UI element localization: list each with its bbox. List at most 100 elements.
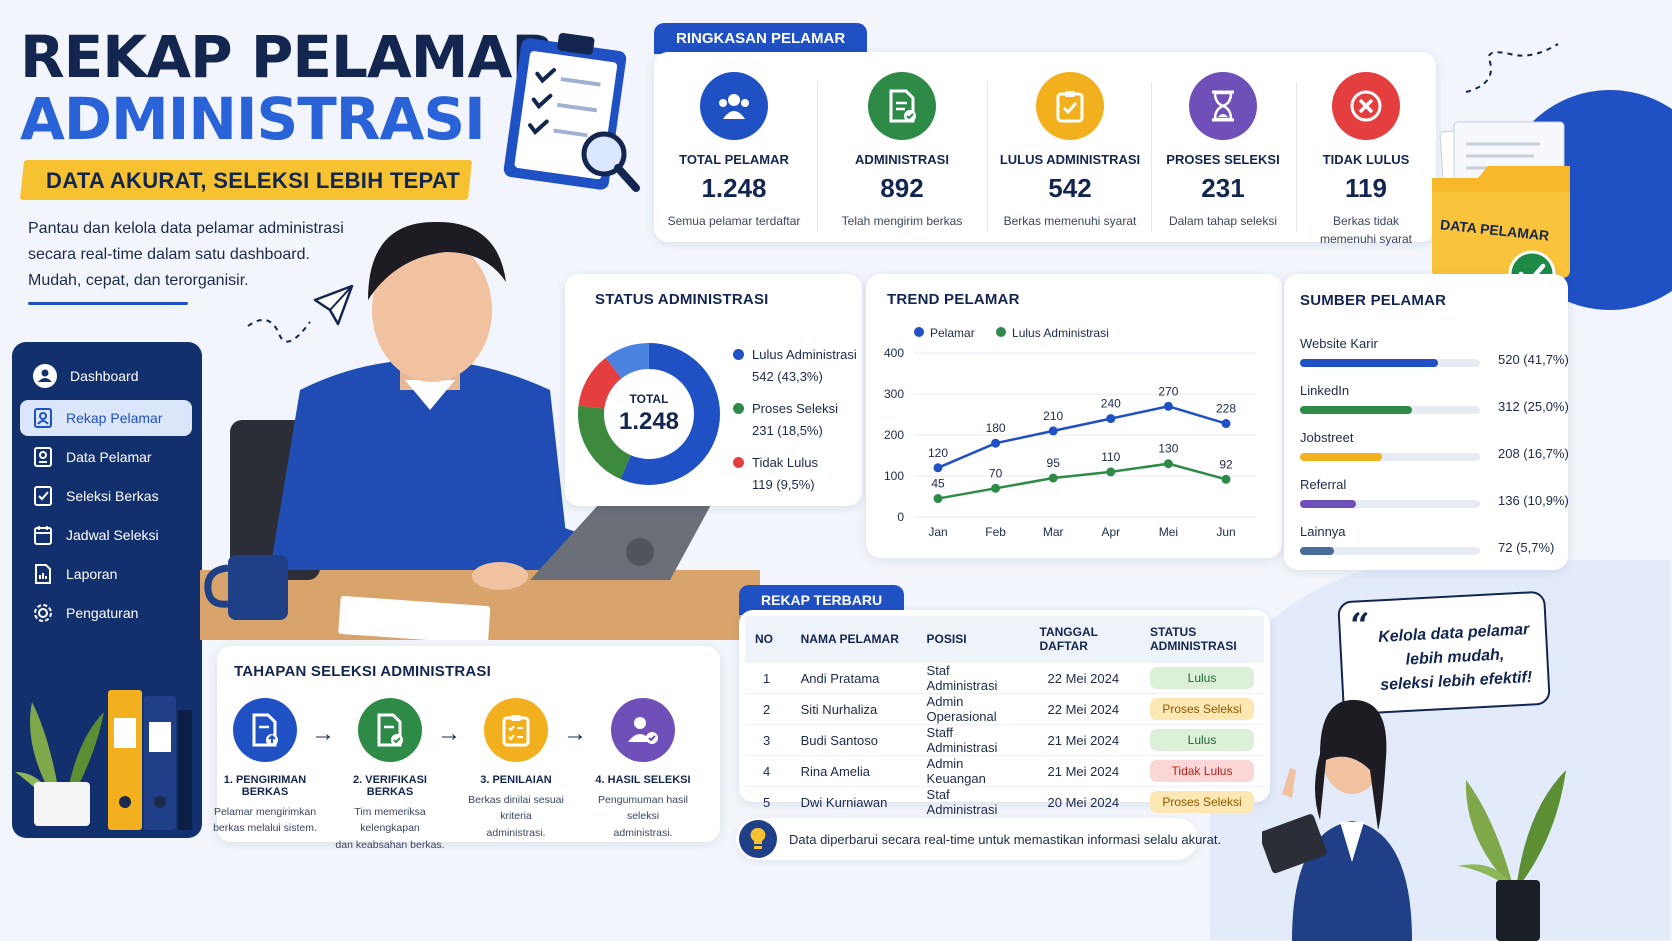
donut-total-label: TOTAL: [629, 392, 669, 406]
source-bar-fill: [1300, 547, 1335, 555]
legend-value: 231 (18,5%): [752, 423, 823, 439]
clipboard-check-icon: [1036, 72, 1104, 140]
steps-title: TAHAPAN SELEKSI ADMINISTRASI: [234, 663, 491, 680]
recap-table: NO NAMA PELAMAR POSISI TANGGAL DAFTAR ST…: [745, 616, 1264, 818]
status-badge: Lulus: [1150, 667, 1254, 689]
clipboard-list-icon: [484, 698, 548, 762]
stat-sub-line: memenuhi syarat: [1319, 232, 1413, 246]
clipboard-checklist-illustration: [503, 32, 640, 192]
table-header-row: NO NAMA PELAMAR POSISI TANGGAL DAFTAR ST…: [745, 616, 1264, 663]
table-row[interactable]: 2 Siti Nurhaliza Admin Operasional 22 Mei 2…: [745, 693, 1264, 725]
data-point: [1221, 474, 1231, 484]
source-name: LinkedIn: [1300, 383, 1350, 398]
quote-text: Kelola data pelamar lebih mudah, seleksi…: [1368, 618, 1542, 699]
cell-status: Lulus: [1140, 724, 1264, 756]
data-label: 92: [1219, 457, 1233, 471]
cell-status: Tidak Lulus: [1140, 755, 1264, 787]
col-nama: NAMA PELAMAR: [790, 616, 917, 663]
hero-description: Pantau dan kelola data pelamar administr…: [28, 216, 344, 294]
divider: [1296, 82, 1297, 232]
upload-document-icon: [233, 698, 297, 762]
legend-name: Tidak Lulus: [752, 455, 818, 470]
x-tick-label: Mar: [1043, 525, 1064, 539]
sidebar-item-pengaturan[interactable]: Pengaturan: [20, 595, 192, 631]
hourglass-icon: [1189, 72, 1257, 140]
summary-card: TOTAL PELAMAR 1.248 Semua pelamar terdaf…: [654, 52, 1436, 246]
table-row[interactable]: 4 Rina Amelia Admin Keuangan 21 Mei 2024 Tid…: [745, 755, 1264, 787]
cell-date: 21 Mei 2024: [1029, 755, 1140, 787]
step-desc-line: dan keabsahan berkas.: [335, 838, 445, 851]
cell-position: Staf Administrasi: [916, 662, 1030, 694]
hero-desc-line: Pantau dan kelola data pelamar administr…: [28, 220, 344, 237]
legend-pelamar: Pelamar: [930, 326, 975, 340]
arrow-right-icon: →: [563, 720, 587, 747]
cell-name: Dwi Kurniawan: [790, 786, 917, 818]
plant-and-binders-illustration: [15, 690, 192, 830]
cell-status: Proses Seleksi: [1140, 786, 1264, 818]
legend-item: Tidak Lulus 119 (9,5%): [733, 452, 818, 496]
data-label: 270: [1158, 384, 1178, 398]
sidebar-item-jadwal-seleksi[interactable]: Jadwal Seleksi: [20, 517, 192, 553]
step-title: 3. PENILAIAN: [480, 774, 552, 786]
stat-lulus-administrasi: LULUS ADMINISTRASI 542 Berkas memenuhi s…: [990, 72, 1150, 230]
table-row[interactable]: 5 Dwi Kurniawan Staf Administrasi 20 Mei 20…: [745, 786, 1264, 818]
dashed-plane-decoration: [1465, 43, 1559, 93]
stat-sub: Dalam tahap seleksi: [1168, 214, 1278, 228]
step-title: 1. PENGIRIMAN BERKAS: [223, 774, 307, 798]
cell-date: 20 Mei 2024: [1029, 786, 1140, 818]
source-name: Jobstreet: [1300, 430, 1354, 445]
sidebar-item-label: Rekap Pelamar: [66, 410, 163, 426]
status-badge: Lulus: [1150, 729, 1254, 751]
page-title-line2: ADMINISTRASI: [20, 85, 486, 153]
stat-sub: Berkas tidak memenuhi syarat: [1286, 212, 1446, 248]
sidebar-item-laporan[interactable]: Laporan: [20, 556, 192, 592]
data-folder-illustration: [1432, 121, 1570, 278]
trend-title: TREND PELAMAR: [887, 291, 1020, 308]
source-row: Lainnya 72 (5,7%): [1300, 524, 1580, 555]
divider: [987, 82, 988, 232]
step-desc: Pelamar mengirimkan berkas melalui sistem…: [204, 804, 326, 837]
source-row: Referral 136 (10,9%): [1300, 477, 1580, 508]
stat-sub: Berkas memenuhi syarat: [1003, 214, 1137, 228]
table-row[interactable]: 3 Budi Santoso Staff Administrasi 21 Mei 20…: [745, 724, 1264, 756]
users-icon: [700, 72, 768, 140]
legend-dot: [733, 403, 744, 414]
woman-with-tablet-illustration: [1262, 699, 1412, 941]
series-line-pelamar: [937, 405, 1227, 469]
data-label: 95: [1047, 456, 1061, 470]
cell-name: Andi Pratama: [790, 662, 917, 694]
stat-value: 542: [1048, 173, 1092, 203]
cell-name: Budi Santoso: [790, 724, 917, 756]
source-bar-fill: [1300, 500, 1356, 508]
footer-note: Data diperbarui secara real-time untuk m…: [789, 832, 1222, 847]
stat-label: PROSES SELEKSI: [1166, 152, 1280, 167]
step-desc: Pengumuman hasil seleksi administrasi.: [582, 792, 704, 841]
tagline: DATA AKURAT, SELEKSI LEBIH TEPAT: [46, 168, 461, 193]
source-bar-track: [1300, 406, 1480, 414]
recap-card: NO NAMA PELAMAR POSISI TANGGAL DAFTAR ST…: [739, 610, 1270, 818]
sidebar-item-dashboard[interactable]: Dashboard: [20, 358, 192, 394]
steps-card: TAHAPAN SELEKSI ADMINISTRASI 1. PENGIRIM…: [213, 646, 720, 851]
x-tick-label: Jan: [928, 525, 947, 539]
quote-open-icon: “: [1350, 606, 1370, 646]
source-name: Website Karir: [1300, 336, 1378, 351]
status-admin-card: STATUS ADMINISTRASI TOTAL 1.248 Lulus Ad…: [565, 274, 862, 506]
cell-position: Admin Operasional: [916, 693, 1030, 725]
id-card-icon: [34, 447, 52, 467]
sidebar-item-seleksi-berkas[interactable]: Seleksi Berkas: [20, 478, 192, 514]
sidebar-item-data-pelamar[interactable]: Data Pelamar: [20, 439, 192, 475]
legend-dot: [996, 327, 1007, 337]
cell-no: 2: [745, 693, 791, 725]
sidebar-item-rekap-pelamar[interactable]: Rekap Pelamar: [20, 400, 192, 436]
person-doc-icon: [34, 408, 52, 428]
step-penilaian: 3. PENILAIAN Berkas dinilai sesuai krite…: [455, 698, 577, 841]
step-desc: Berkas dinilai sesuai kriteria administra…: [455, 792, 577, 841]
divider: [1151, 82, 1152, 232]
table-row[interactable]: 1 Andi Pratama Staf Administrasi 22 Mei 202…: [745, 662, 1264, 694]
data-label: 110: [1101, 450, 1120, 464]
step-desc-line: administrasi.: [486, 826, 546, 839]
legend-dot: [733, 457, 744, 468]
cell-date: 21 Mei 2024: [1029, 724, 1140, 756]
donut-total-value: 1.248: [618, 408, 680, 435]
step-desc-line: administrasi.: [613, 826, 673, 839]
